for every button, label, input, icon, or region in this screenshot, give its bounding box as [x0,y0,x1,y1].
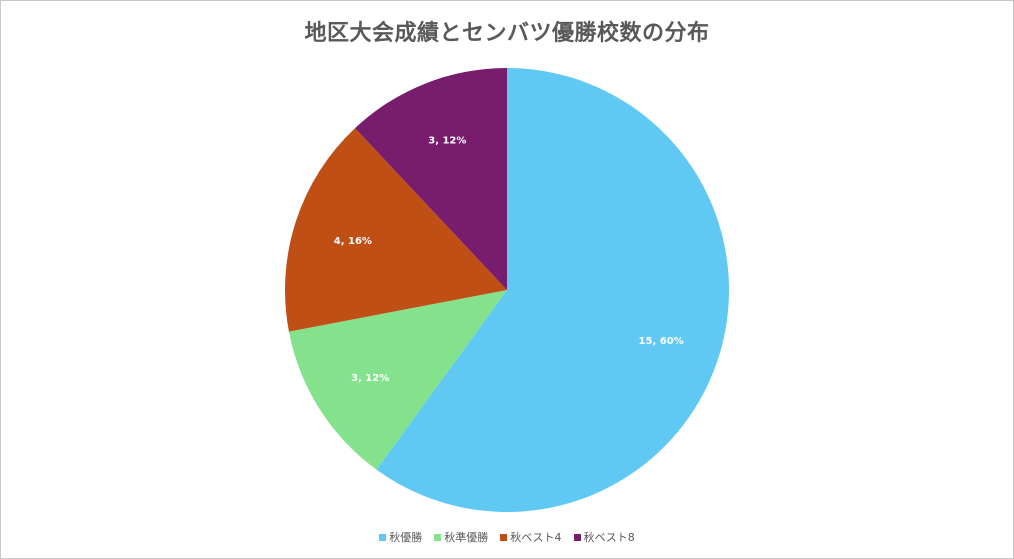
data-label-3: 4, 16% [334,236,372,247]
pie-chart: 15, 60% 3, 12% 4, 16% 3, 12% [284,68,730,512]
legend-label-2: 秋準優勝 [444,531,489,544]
pie-slice-4 [355,68,507,290]
legend-item-2: 秋準優勝 [434,529,488,545]
legend-label-3: 秋ベスト4 [510,531,562,544]
chart-title: 地区大会成績とセンバツ優勝校数の分布 [304,21,710,46]
legend-swatch-2 [434,533,442,541]
legend-item-4: 秋ベスト8 [573,529,635,545]
legend-label-4: 秋ベスト8 [583,531,635,544]
data-label-2: 3, 12% [351,373,389,384]
pie-slice-1 [376,68,730,512]
data-label-4: 3, 12% [428,135,466,146]
legend-swatch-1 [379,533,387,541]
pie-slice-3 [284,128,507,332]
chart-legend: 秋優勝 秋準優勝 秋ベスト4 秋ベスト8 [1,529,1013,545]
legend-item-3: 秋ベスト4 [500,529,562,545]
legend-swatch-4 [573,533,581,541]
legend-swatch-3 [500,533,508,541]
legend-label-1: 秋優勝 [389,531,423,544]
legend-item-1: 秋優勝 [379,529,422,545]
pie-slice-2 [288,290,507,470]
data-label-1: 15, 60% [639,336,684,347]
